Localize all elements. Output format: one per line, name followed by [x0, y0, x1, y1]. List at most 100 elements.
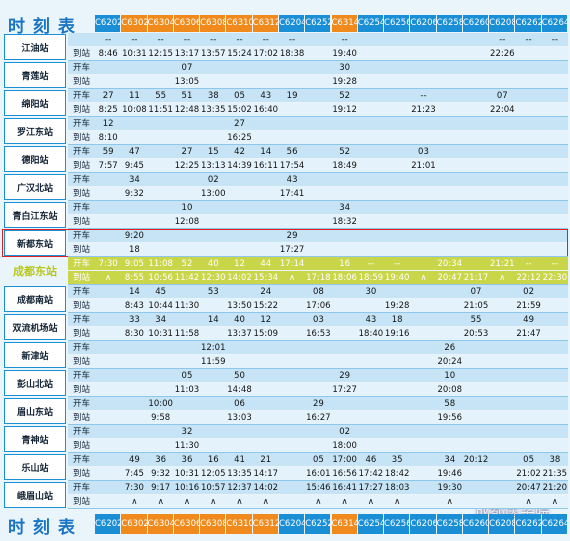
time-cell: 10 — [181, 203, 193, 213]
time-cell: 7:57 — [98, 161, 118, 171]
time-cell: 21:59 — [516, 301, 541, 311]
time-cell: 10:31 — [148, 329, 173, 339]
time-cell: -- — [525, 35, 532, 45]
time-cell: 14:17 — [253, 469, 279, 479]
time-cell: 16:41 — [332, 483, 357, 493]
time-cell: ∧ — [525, 497, 532, 507]
row-label: 开车 — [72, 455, 90, 465]
time-cell: 15:34 — [253, 273, 279, 283]
row-bg — [68, 145, 568, 158]
time-cell: 43 — [286, 175, 298, 185]
row-separator — [68, 508, 568, 509]
time-cell: 18:32 — [332, 217, 357, 227]
time-cell: ∧ — [499, 273, 506, 283]
time-cell: 14 — [207, 315, 219, 325]
time-cell: 26 — [444, 343, 456, 353]
time-cell: -- — [420, 91, 427, 101]
time-cell: 16:27 — [306, 413, 331, 423]
time-cell: 12:05 — [200, 469, 226, 479]
time-cell: -- — [262, 35, 269, 45]
time-cell: 49 — [523, 315, 534, 325]
row-label: 到站 — [72, 217, 90, 227]
row-bg — [68, 285, 568, 298]
time-cell: 11:58 — [174, 329, 200, 339]
row-bg — [68, 61, 568, 74]
train-code: C6252 — [305, 15, 331, 32]
station-name: 德阳站 — [4, 146, 66, 172]
time-cell: 10:56 — [148, 273, 173, 283]
time-cell: 13:17 — [174, 49, 200, 59]
time-cell: 13:03 — [227, 413, 252, 423]
row-label: 开车 — [72, 203, 90, 213]
time-cell: 22:04 — [490, 105, 515, 115]
time-cell: 12 — [260, 315, 272, 325]
time-cell: 58 — [444, 399, 456, 409]
time-cell: 9:45 — [124, 161, 144, 171]
time-cell: -- — [551, 259, 558, 269]
time-cell: 14:02 — [227, 273, 252, 283]
time-cell: 10:31 — [122, 49, 147, 59]
row-label: 到站 — [72, 357, 90, 367]
station-name: 成都东站 — [13, 265, 57, 278]
row-separator — [68, 88, 568, 89]
time-cell: 12:48 — [174, 105, 200, 115]
time-cell: 8:43 — [124, 301, 144, 311]
time-cell: 34 — [339, 203, 351, 213]
row-bg — [68, 453, 568, 466]
train-code: C6204 — [278, 15, 305, 32]
time-cell: 16 — [207, 455, 219, 465]
time-cell: 7:30 — [98, 259, 118, 269]
time-cell: 15:46 — [306, 483, 331, 493]
train-code: C6208 — [489, 514, 515, 534]
train-code: C6308 — [200, 15, 226, 32]
time-cell: 08 — [312, 287, 324, 297]
time-cell: 49 — [128, 455, 140, 465]
time-cell: 8:25 — [98, 105, 118, 115]
time-cell: 12 — [234, 259, 245, 269]
train-code: C6264 — [541, 514, 567, 534]
time-cell: 9:58 — [151, 413, 171, 423]
time-cell: 55 — [155, 91, 167, 101]
train-code: C6254 — [357, 514, 384, 534]
time-cell: 11:30 — [174, 441, 200, 451]
time-cell: 9:05 — [124, 259, 144, 269]
time-cell: 15:24 — [227, 49, 252, 59]
time-cell: 35 — [391, 455, 403, 465]
time-cell: 34 — [128, 175, 140, 185]
train-code: C6260 — [462, 514, 489, 534]
row-label: 开车 — [72, 315, 90, 325]
time-cell: 11:30 — [174, 301, 200, 311]
time-cell: 21:23 — [411, 105, 436, 115]
time-cell: 18:49 — [332, 161, 357, 171]
time-cell: -- — [105, 35, 112, 45]
time-cell: 29 — [312, 399, 324, 409]
row-label: 开车 — [72, 371, 90, 381]
train-code: C6312 — [252, 514, 278, 534]
time-cell: 17:27 — [279, 245, 305, 255]
time-cell: 34 — [155, 315, 167, 325]
row-label: 到站 — [72, 161, 90, 171]
time-cell: 14:02 — [253, 483, 279, 493]
row-bg — [68, 257, 568, 270]
train-code: C6262 — [515, 514, 541, 534]
row-separator — [68, 256, 568, 257]
time-cell: 15 — [207, 147, 219, 157]
time-cell: 19:28 — [332, 77, 357, 87]
time-cell: 17:41 — [279, 189, 305, 199]
time-cell: 24 — [260, 287, 272, 297]
train-code: C6206 — [410, 514, 436, 534]
row-separator — [68, 60, 568, 61]
time-cell: 20:47 — [516, 483, 541, 493]
row-bg — [68, 327, 568, 340]
time-cell: 13:05 — [174, 77, 200, 87]
time-cell: 20:47 — [437, 273, 462, 283]
row-label: 到站 — [72, 497, 90, 507]
time-cell: 11:03 — [174, 385, 200, 395]
time-cell: 17:54 — [279, 161, 305, 171]
time-cell: 12:37 — [227, 483, 252, 493]
time-cell: ∧ — [551, 497, 558, 507]
time-cell: 17:42 — [358, 469, 384, 479]
time-cell: 12:15 — [148, 49, 173, 59]
row-separator — [68, 228, 568, 229]
